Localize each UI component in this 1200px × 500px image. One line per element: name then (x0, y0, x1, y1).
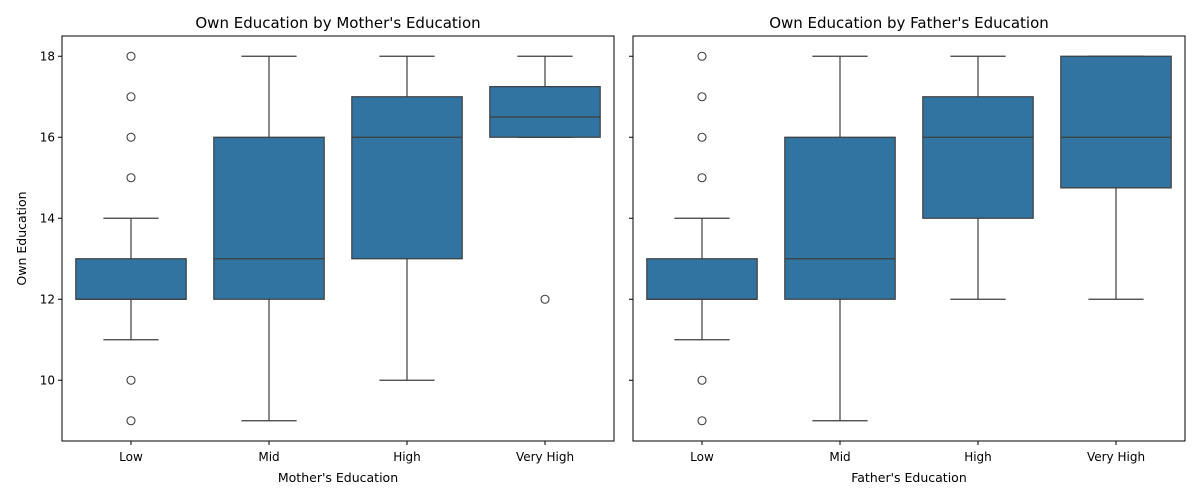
box-high (351, 55, 463, 381)
x-tick-label: Mid (258, 450, 279, 464)
chart-title: Own Education by Mother's Education (195, 14, 480, 32)
x-tick-label: High (393, 450, 421, 464)
x-tick-label: High (964, 450, 992, 464)
x-tick-label: Very High (1087, 450, 1145, 464)
outlier-point (126, 132, 136, 142)
chart-panel-1: Own Education by Mother's Education 10 12 1… (14, 14, 615, 485)
y-tick-label: 18 (40, 49, 55, 63)
iqr-box (646, 258, 758, 300)
outlier-point (126, 173, 136, 183)
outlier-point (126, 51, 136, 61)
iqr-box (1060, 55, 1172, 189)
box-high (922, 55, 1034, 300)
iqr-box (784, 136, 896, 300)
outlier-point (126, 416, 136, 426)
x-axis-label: Father's Education (851, 470, 967, 485)
outlier-point (697, 375, 707, 385)
outlier-point (697, 173, 707, 183)
outlier-point (126, 92, 136, 102)
y-tick-label: 12 (40, 292, 55, 306)
box-very-high (489, 55, 601, 304)
outlier-point (126, 375, 136, 385)
x-tick-label: Low (119, 450, 143, 464)
x-tick-label: Low (690, 450, 714, 464)
box-low (75, 51, 187, 426)
iqr-box (922, 96, 1034, 219)
iqr-box (489, 86, 601, 138)
y-tick-label: 14 (40, 211, 55, 225)
box-mid (784, 55, 896, 422)
box-very-high (1060, 55, 1172, 300)
outlier-point (697, 132, 707, 142)
chart-panel-2: Own Education by Father's Education Low Mi… (629, 14, 1186, 485)
y-tick-label: 16 (40, 130, 55, 144)
box-mid (213, 55, 325, 422)
iqr-box (351, 96, 463, 260)
outlier-point (697, 92, 707, 102)
y-axis-label: Own Education (14, 191, 29, 285)
chart-title: Own Education by Father's Education (769, 14, 1049, 32)
x-tick-label: Mid (829, 450, 850, 464)
iqr-box (75, 258, 187, 300)
axes-frame (61, 35, 615, 442)
x-tick-label: Very High (516, 450, 574, 464)
box-low (646, 51, 758, 426)
x-axis-label: Mother's Education (278, 470, 398, 485)
outlier-point (697, 51, 707, 61)
y-tick-label: 10 (40, 373, 55, 387)
iqr-box (213, 136, 325, 300)
axes-frame (632, 35, 1186, 442)
outlier-point (540, 294, 550, 304)
outlier-point (697, 416, 707, 426)
